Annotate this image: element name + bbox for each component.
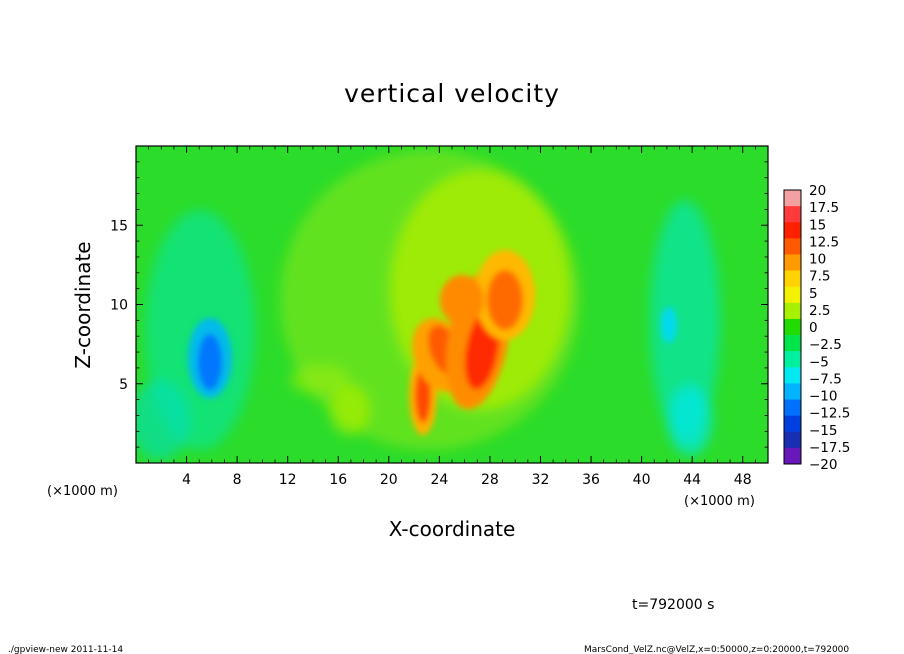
field-cyan-left-bottom <box>136 380 190 460</box>
colorbar-label: −15 <box>809 423 838 439</box>
colorbar-segment <box>784 270 801 288</box>
colorbar-label: 20 <box>809 183 826 199</box>
x-axis-label: X-coordinate <box>389 517 516 541</box>
downdraft-right-core <box>661 307 677 343</box>
colorbar-label: 0 <box>809 320 818 336</box>
colorbar-segment <box>784 286 801 304</box>
colorbar-label: −2.5 <box>809 337 842 353</box>
updraft-upper-left-lobe <box>440 275 484 325</box>
footer-left: ./gpview-new 2011-11-14 <box>8 645 123 654</box>
colorbar-segment <box>784 367 801 384</box>
x-tick-label: 48 <box>734 472 752 488</box>
colorbar-label: −20 <box>809 457 838 473</box>
colorbar-segment <box>784 206 801 223</box>
colorbar-segment <box>784 302 801 320</box>
x-tick-label: 20 <box>380 472 398 488</box>
x-unit-label-left: (×1000 m) <box>47 484 118 499</box>
x-tick-label: 8 <box>233 472 242 488</box>
colorbar-label: 2.5 <box>809 303 830 319</box>
footer-right: MarsCond_VelZ.nc@VelZ,x=0:50000,z=0:2000… <box>584 645 849 654</box>
colorbar-label: −7.5 <box>809 371 842 387</box>
colorbar-segment <box>784 318 801 336</box>
colorbar-frame <box>783 189 802 465</box>
colorbar-segment <box>784 399 801 416</box>
x-tick-label: 12 <box>279 472 297 488</box>
colorbar-segment <box>784 415 801 433</box>
field-layer <box>136 150 720 460</box>
y-tick-label: 15 <box>110 218 128 234</box>
x-unit-label-right: (×1000 m) <box>684 494 755 509</box>
colorbar-label: −17.5 <box>809 440 850 456</box>
feature-layer <box>188 250 677 435</box>
updraft-4-core <box>487 270 523 330</box>
time-annotation: t=792000 s <box>632 597 714 613</box>
field-lowlevel-bump-2 <box>290 365 350 395</box>
plot-area <box>136 146 768 463</box>
colorbar-segment <box>784 431 801 449</box>
colorbar-label: −5 <box>809 354 829 370</box>
colorbar-segment <box>784 190 801 207</box>
x-tick-label: 4 <box>182 472 191 488</box>
colorbar-segment <box>784 238 801 255</box>
colorbar-label: 12.5 <box>809 234 839 250</box>
colorbar-segment <box>784 222 801 239</box>
colorbar-label: 17.5 <box>809 200 839 216</box>
y-axis-label: Z-coordinate <box>71 241 95 368</box>
downdraft-left-core <box>198 334 222 390</box>
x-tick-label: 40 <box>633 472 651 488</box>
x-tick-label: 36 <box>582 472 600 488</box>
colorbar-label: 15 <box>809 217 826 233</box>
x-tick-label: 28 <box>481 472 499 488</box>
colorbar-segment <box>784 335 801 352</box>
field-lowlevel-bump-1 <box>330 385 370 435</box>
colorbar-label: −10 <box>809 389 838 405</box>
field-cyan-right-arc <box>650 200 720 440</box>
colorbar-label: −12.5 <box>809 406 850 422</box>
colorbar-label: 5 <box>809 286 818 302</box>
y-axis-ticks: 5 10 15 <box>110 161 768 448</box>
x-tick-label: 16 <box>329 472 347 488</box>
colorbar-segment <box>784 447 801 465</box>
colorbar-label: 10 <box>809 252 826 268</box>
colorbar-label: 7.5 <box>809 269 830 285</box>
x-axis-ticks: 4 8 12 16 20 24 28 32 36 40 44 48 <box>148 146 756 488</box>
chart-title: vertical velocity <box>344 79 560 108</box>
x-tick-label: 32 <box>532 472 550 488</box>
colorbar <box>783 189 802 465</box>
x-tick-label: 44 <box>683 472 701 488</box>
colorbar-segment <box>784 351 801 368</box>
y-tick-label: 10 <box>110 298 128 314</box>
field-cyan-right-bottom <box>668 385 712 455</box>
y-tick-label: 5 <box>119 377 128 393</box>
x-tick-label: 24 <box>430 472 448 488</box>
colorbar-segment <box>784 254 801 271</box>
colorbar-segment <box>784 383 801 400</box>
